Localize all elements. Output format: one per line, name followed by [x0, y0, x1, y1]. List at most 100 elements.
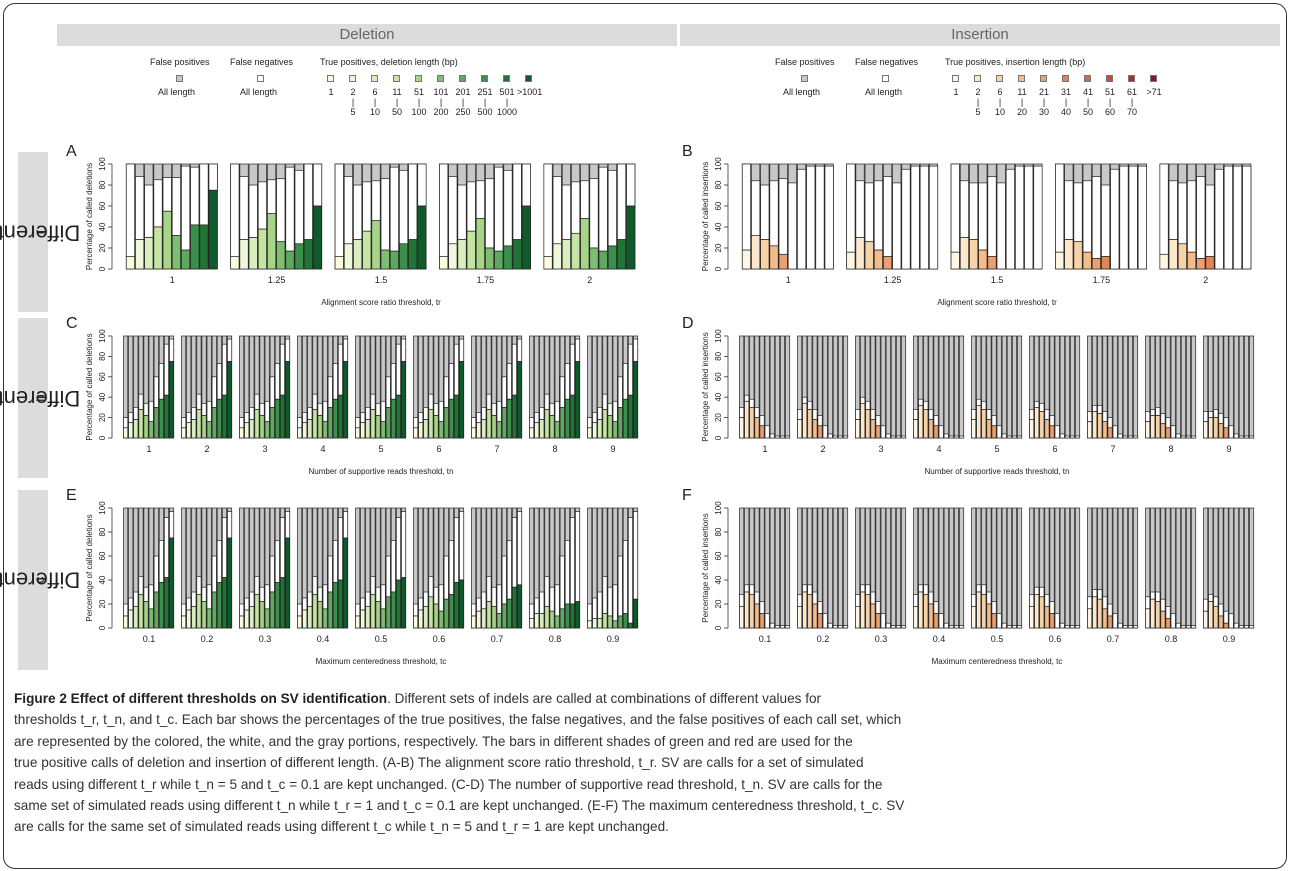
bar-true-positive: [1092, 596, 1098, 629]
bar-false-negative: [1029, 409, 1035, 420]
bar-false-negative: [996, 182, 1006, 270]
bar-false-negative: [211, 555, 217, 593]
bar-false-negative: [362, 181, 372, 232]
bar-false-negative: [162, 177, 172, 212]
bar-true-positive: [279, 394, 285, 439]
bar-true-positive: [511, 394, 517, 439]
bar-true-positive: [860, 591, 866, 629]
bar-false-negative: [918, 584, 924, 593]
bar-false-negative: [249, 407, 255, 420]
bar-false-negative: [453, 517, 459, 583]
x-group-label: 2: [1203, 275, 1208, 285]
bar-false-negative: [1097, 589, 1103, 600]
bar-false-positive: [779, 507, 785, 629]
legend-tp-swatch: [459, 75, 466, 82]
bar-false-positive: [832, 507, 838, 629]
bar-false-negative: [1005, 168, 1015, 270]
y-axis-label: Percentage of called deletions: [85, 163, 94, 270]
bar-false-negative: [529, 603, 535, 619]
bar-false-negative: [274, 540, 280, 583]
bar-true-positive: [302, 609, 308, 629]
bar-false-negative: [1087, 411, 1093, 423]
bar-true-positive: [239, 615, 245, 629]
bar-true-positive: [564, 603, 570, 629]
x-group-label: 0.3: [875, 634, 888, 644]
bar-true-positive: [491, 415, 497, 439]
y-tick-label: 0: [98, 625, 107, 630]
x-group-label: 1.75: [1093, 275, 1111, 285]
bar-false-negative: [1006, 435, 1012, 439]
legend-tp-swatch: [1106, 75, 1113, 82]
bar-true-positive: [913, 419, 919, 439]
bar-true-positive: [933, 425, 939, 439]
y-tick-label: 20: [98, 243, 107, 252]
legend-tp-range: 1: [328, 87, 334, 97]
bar-false-negative: [171, 177, 181, 236]
bar-true-positive: [423, 606, 429, 629]
bar-false-negative: [1082, 180, 1092, 253]
bar-true-positive: [395, 394, 401, 439]
bar-false-negative: [807, 584, 813, 595]
x-group-label: 0.2: [817, 634, 830, 644]
y-tick-label: 40: [714, 575, 723, 584]
bar-true-positive: [987, 256, 997, 270]
bar-false-negative: [133, 591, 139, 607]
bar-false-negative: [332, 540, 338, 583]
bar-false-negative: [1033, 165, 1043, 270]
bar-true-positive: [1218, 423, 1224, 439]
caption-line: true positive calls of deletion and inse…: [14, 755, 864, 771]
bar-false-negative: [448, 176, 458, 245]
figure-caption: Figure 2 Effect of different thresholds …: [14, 688, 1276, 838]
bar-false-negative: [1034, 400, 1040, 408]
bar-false-negative: [901, 168, 911, 270]
bar-true-positive: [923, 409, 929, 439]
bar-true-positive: [1205, 256, 1215, 270]
bar-false-positive: [895, 507, 901, 629]
bar-false-negative: [744, 394, 750, 402]
bar-true-positive: [153, 407, 159, 439]
bar-false-negative: [1049, 601, 1055, 614]
row-label-tn: Different tn: [0, 318, 80, 478]
bar-false-negative: [534, 412, 540, 424]
bar-false-positive: [1233, 507, 1239, 629]
bar-false-negative: [380, 584, 386, 610]
bar-true-positive: [1091, 258, 1101, 270]
legend-tp-swatch: [1128, 75, 1135, 82]
bar-false-negative: [822, 425, 828, 439]
bar-true-positive: [327, 407, 333, 439]
bar-true-positive: [390, 398, 396, 439]
bar-true-positive: [418, 609, 424, 629]
bar-false-negative: [485, 178, 495, 249]
legend-tp-swatch: [1018, 75, 1025, 82]
bar-false-negative: [1150, 409, 1156, 416]
bar-true-positive: [239, 427, 245, 439]
bar-false-negative: [322, 584, 328, 610]
bar-true-positive: [395, 579, 401, 629]
bar-true-positive: [249, 419, 255, 439]
bar-true-positive: [279, 577, 285, 629]
bar-true-positive: [128, 422, 134, 439]
bar-true-positive: [1145, 421, 1151, 439]
bar-true-positive: [511, 586, 517, 629]
bar-false-negative: [760, 184, 770, 240]
bar-false-negative: [186, 412, 192, 424]
bar-false-negative: [334, 163, 344, 257]
bar-true-positive: [802, 402, 808, 439]
bar-false-negative: [1112, 613, 1118, 629]
bar-true-positive: [539, 613, 545, 629]
legend-tp-range: 6 | 10: [994, 87, 1005, 117]
bar-true-positive: [744, 400, 750, 439]
bar-true-positive: [244, 609, 250, 629]
bar-true-positive: [506, 398, 512, 439]
legend-tp-range: 201 | 250: [455, 87, 471, 117]
bar-true-positive: [552, 243, 562, 270]
bar-false-negative: [754, 407, 760, 418]
bar-false-negative: [418, 597, 424, 611]
bar-false-negative: [390, 540, 396, 593]
legend-tp-range: 21 | 30: [1038, 87, 1049, 117]
bar-false-negative: [561, 184, 571, 240]
bar-false-negative: [1249, 625, 1255, 629]
bar-false-negative: [539, 591, 545, 614]
bar-false-negative: [1059, 433, 1065, 439]
bar-false-negative: [633, 338, 639, 362]
